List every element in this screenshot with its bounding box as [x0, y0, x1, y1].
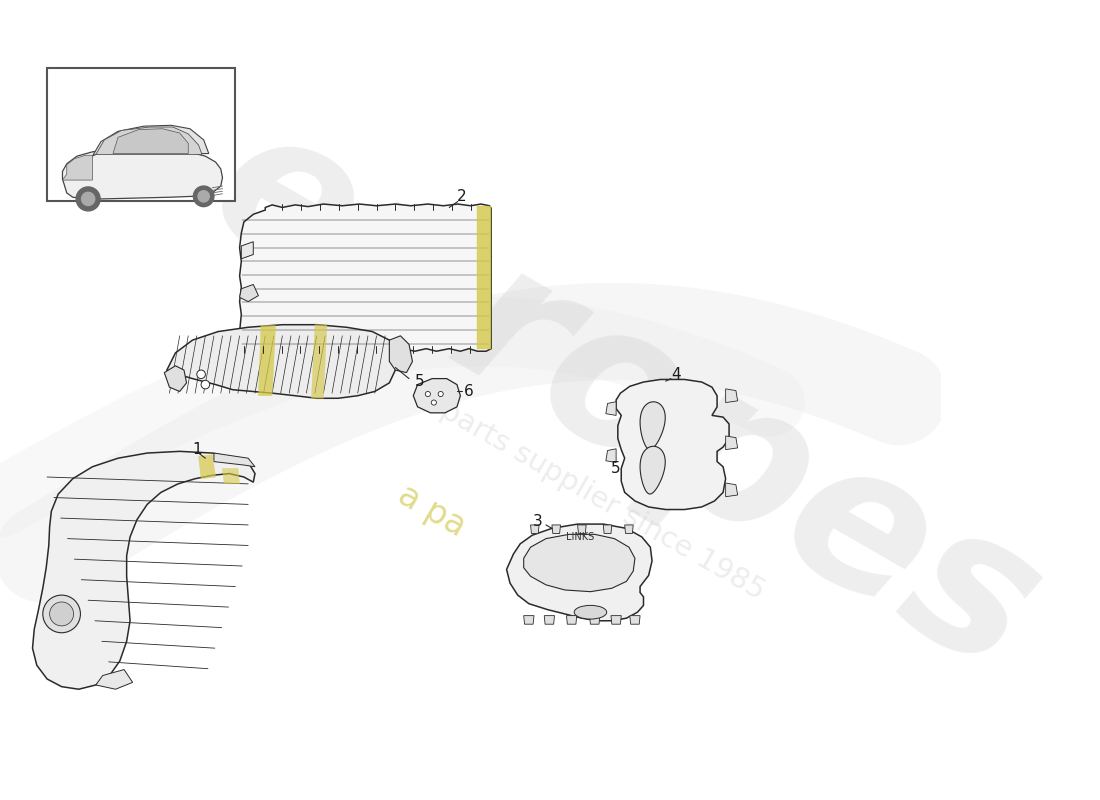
Polygon shape: [544, 616, 554, 624]
Text: a pa: a pa: [393, 478, 472, 544]
Polygon shape: [258, 326, 275, 396]
Polygon shape: [92, 126, 209, 156]
Polygon shape: [552, 525, 561, 534]
Text: europes: europes: [178, 86, 1071, 714]
Polygon shape: [625, 525, 634, 534]
Polygon shape: [606, 449, 616, 462]
Circle shape: [197, 370, 206, 378]
Polygon shape: [414, 378, 461, 413]
Polygon shape: [566, 616, 576, 624]
Text: 4: 4: [671, 367, 681, 382]
Circle shape: [438, 391, 443, 397]
Circle shape: [431, 400, 437, 405]
Text: a parts supplier since 1985: a parts supplier since 1985: [411, 382, 769, 606]
Circle shape: [201, 380, 210, 389]
Polygon shape: [222, 469, 240, 484]
Polygon shape: [96, 670, 133, 690]
Circle shape: [194, 186, 213, 206]
Polygon shape: [240, 204, 492, 351]
Polygon shape: [164, 366, 187, 391]
Polygon shape: [610, 616, 621, 624]
Polygon shape: [113, 129, 188, 154]
Polygon shape: [241, 242, 253, 259]
Polygon shape: [606, 402, 616, 415]
Polygon shape: [524, 534, 635, 592]
Polygon shape: [640, 446, 666, 494]
Text: 5: 5: [415, 374, 425, 389]
Text: 1: 1: [192, 442, 201, 457]
Polygon shape: [240, 285, 258, 302]
Polygon shape: [726, 483, 738, 497]
Polygon shape: [726, 436, 738, 450]
Polygon shape: [590, 616, 600, 624]
Polygon shape: [616, 379, 729, 510]
Polygon shape: [63, 149, 222, 199]
Circle shape: [426, 391, 430, 397]
Polygon shape: [640, 402, 666, 450]
Ellipse shape: [574, 606, 607, 619]
Circle shape: [76, 187, 100, 211]
Polygon shape: [507, 524, 652, 621]
Polygon shape: [477, 206, 492, 349]
Polygon shape: [213, 453, 255, 466]
Text: 2: 2: [458, 189, 466, 204]
Text: 6: 6: [464, 384, 474, 399]
Polygon shape: [33, 451, 255, 690]
Polygon shape: [630, 616, 640, 624]
Text: 3: 3: [532, 514, 542, 529]
Polygon shape: [198, 454, 216, 478]
Circle shape: [50, 602, 74, 626]
Polygon shape: [96, 127, 202, 154]
Polygon shape: [63, 155, 92, 180]
Polygon shape: [389, 336, 412, 373]
Text: 5: 5: [612, 461, 620, 476]
Polygon shape: [167, 325, 398, 398]
Polygon shape: [530, 525, 539, 534]
Polygon shape: [726, 389, 738, 402]
Circle shape: [198, 190, 209, 202]
Polygon shape: [524, 616, 534, 624]
Polygon shape: [578, 525, 586, 534]
Bar: [47, 68, 235, 201]
Polygon shape: [603, 525, 612, 534]
Polygon shape: [311, 325, 327, 398]
Circle shape: [81, 192, 95, 206]
Circle shape: [43, 595, 80, 633]
Text: LINKS: LINKS: [566, 532, 594, 542]
